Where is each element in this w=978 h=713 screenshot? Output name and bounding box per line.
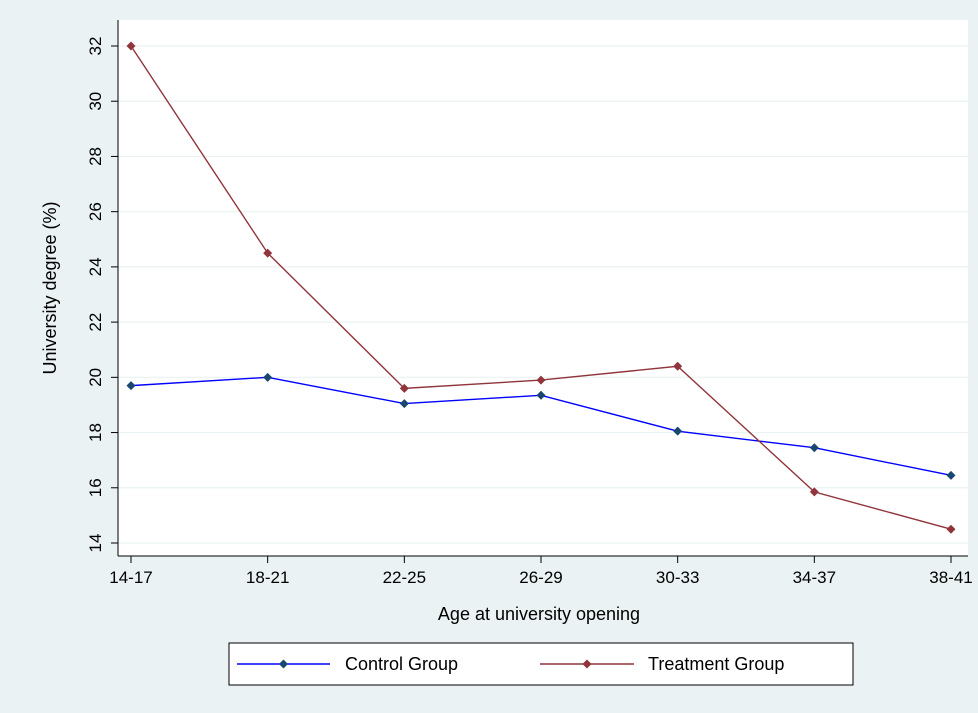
data-point (946, 524, 956, 534)
data-point (673, 426, 683, 436)
y-tick-label: 32 (86, 37, 105, 56)
data-point (399, 399, 409, 409)
x-tick-label: 26-29 (519, 568, 562, 587)
x-tick-label: 30-33 (656, 568, 699, 587)
data-point (946, 470, 956, 480)
y-axis: 14 16 18 20 22 24 26 28 30 32 (86, 20, 119, 556)
data-point (673, 361, 683, 371)
series-control (126, 372, 956, 480)
x-tick-label: 18-21 (246, 568, 289, 587)
y-tick-label: 20 (86, 368, 105, 387)
data-point (399, 383, 409, 393)
x-tick-label: 38-41 (929, 568, 972, 587)
x-axis-title: Age at university opening (438, 604, 640, 624)
y-tick-label: 26 (86, 202, 105, 221)
legend-item: Treatment Group (540, 654, 784, 674)
y-tick-label: 22 (86, 313, 105, 332)
legend-label: Treatment Group (648, 654, 784, 674)
legend-label: Control Group (345, 654, 458, 674)
data-point (536, 375, 546, 385)
x-tick-label: 34-37 (793, 568, 836, 587)
legend-item: Control Group (237, 654, 458, 674)
legend-marker (279, 659, 288, 669)
y-tick-label: 30 (86, 92, 105, 111)
series-layer (126, 41, 956, 534)
y-tick-label: 16 (86, 478, 105, 497)
x-axis: 14-17 18-21 22-25 26-29 30-33 34-37 38-41 (109, 555, 973, 587)
plot-area (118, 20, 968, 556)
y-axis-title: University degree (%) (40, 201, 60, 374)
data-point (809, 443, 819, 453)
y-tick-label: 18 (86, 423, 105, 442)
data-point (536, 390, 546, 400)
x-tick-label: 22-25 (383, 568, 426, 587)
data-point (263, 248, 273, 258)
legend-marker (582, 659, 592, 669)
y-tick-label: 24 (86, 257, 105, 276)
data-point (126, 381, 136, 391)
data-point (263, 372, 273, 382)
data-point (126, 41, 136, 51)
legend: Control Group Treatment Group (228, 642, 854, 686)
x-tick-label: 14-17 (109, 568, 152, 587)
y-tick-label: 28 (86, 147, 105, 166)
y-tick-label: 14 (86, 534, 105, 553)
data-point (809, 487, 819, 497)
series-treatment (126, 41, 956, 534)
grid-lines (118, 45, 968, 544)
